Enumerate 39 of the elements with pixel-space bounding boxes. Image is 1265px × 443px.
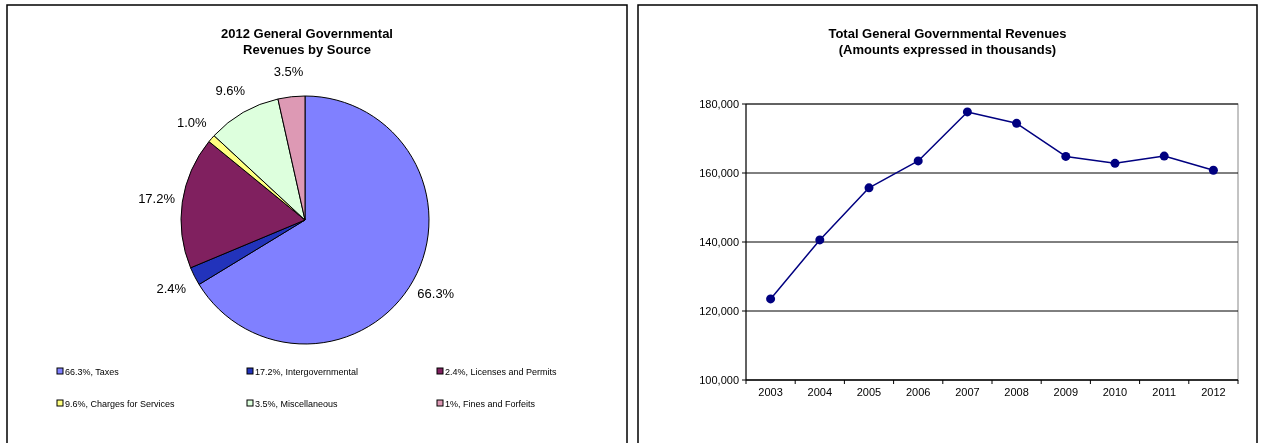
y-tick-label: 140,000 [699,236,739,248]
point [1110,158,1120,168]
data-label: 1.0% [177,114,208,130]
point [815,235,825,245]
x-tick-label: 2004 [807,386,833,398]
point [766,294,776,304]
point [1159,151,1169,161]
legend-label: 66.3%, Taxes [65,367,120,377]
y-tick-label: 180,000 [699,98,739,110]
x-tick-label: 2003 [758,386,783,398]
point [1061,151,1071,161]
chart-title: Total General Governmental Revenues (Amounts expressed in thousands) [828,26,1067,57]
data-label: 66.3% [417,286,455,302]
legend-label: 3.5%, Miscellaneous [255,399,339,409]
y-tick-label: 120,000 [699,305,739,317]
x-tick-label: 2011 [1152,386,1177,398]
point [1208,165,1218,175]
y-tick-label: 160,000 [699,167,739,179]
point [913,156,923,166]
x-tick-label: 2007 [955,386,980,398]
legend-label: 2.4%, Licenses and Permits [445,367,558,377]
legend-label: 17.2%, Intergovernmental [255,367,359,377]
x-tick-label: 2008 [1004,386,1029,398]
x-tick-label: 2012 [1201,386,1226,398]
chart-title: 2012 General Governmental Revenues by Source [221,26,393,57]
x-tick-label: 2006 [905,386,931,398]
point [962,107,972,117]
y-tick-label: 100,000 [699,374,739,386]
point [864,183,874,193]
data-label: 2.4% [156,281,187,297]
data-label: 9.6% [215,82,246,98]
x-tick-label: 2009 [1053,386,1079,398]
x-tick-label: 2010 [1102,386,1128,398]
point [1012,118,1022,128]
data-label: 3.5% [273,63,304,79]
legend-label: 9.6%, Charges for Services [65,399,176,409]
legend-label: 1%, Fines and Forfeits [445,399,536,409]
x-tick-label: 2005 [856,386,882,398]
data-label: 17.2% [138,191,176,207]
